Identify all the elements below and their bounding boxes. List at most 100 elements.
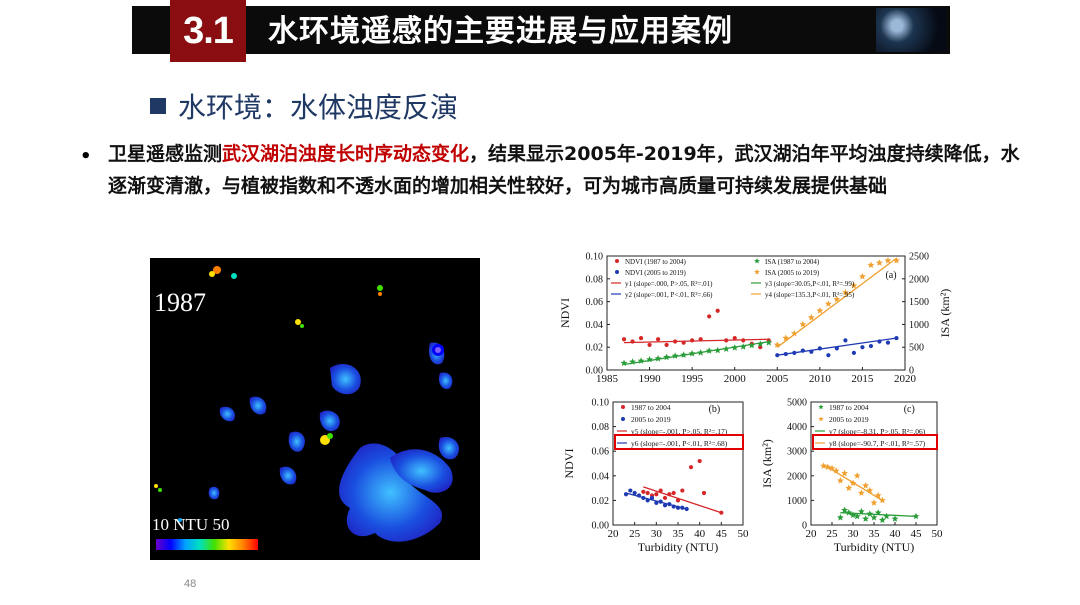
data-point bbox=[817, 346, 822, 351]
y-tick-label: 0.04 bbox=[586, 320, 604, 331]
y-axis-label: ISA (km²) bbox=[760, 439, 774, 488]
data-point bbox=[849, 479, 857, 487]
x-tick-label: 1995 bbox=[681, 373, 704, 385]
square-bullet-icon bbox=[150, 98, 166, 114]
data-point bbox=[884, 257, 892, 264]
data-point bbox=[663, 353, 670, 361]
data-point bbox=[765, 339, 773, 346]
legend-entry: ISA (1987 to 2004) bbox=[765, 258, 820, 266]
data-point bbox=[680, 351, 688, 358]
data-point bbox=[912, 512, 920, 520]
y-tick-label: 1000 bbox=[787, 496, 807, 507]
highlight-box bbox=[614, 434, 744, 450]
data-point bbox=[824, 463, 832, 471]
data-point bbox=[645, 498, 650, 503]
y-tick-label: 2000 bbox=[787, 471, 807, 482]
legend-entry: y3 (slope=30.05,P<.01, R²=.99) bbox=[765, 280, 855, 288]
x-tick-label: 40 bbox=[890, 528, 902, 540]
charts-panel: 1985 1990 1995 2000 2005 2010 2015 2020 0.00 0.02… bbox=[555, 244, 975, 568]
legend-entry: 1987 to 2004 bbox=[829, 403, 869, 412]
legend-swatch bbox=[818, 404, 824, 410]
data-point bbox=[858, 507, 865, 515]
data-point bbox=[826, 353, 831, 358]
data-point bbox=[654, 500, 659, 505]
y-tick-label: 0.06 bbox=[592, 447, 610, 458]
y2-tick-label: 0 bbox=[909, 366, 914, 377]
y-tick-label: 0 bbox=[802, 521, 807, 532]
satellite-image bbox=[876, 8, 946, 52]
data-point bbox=[773, 341, 781, 348]
data-point bbox=[646, 355, 653, 363]
x-axis-label: Turbidity (NTU) bbox=[834, 540, 915, 554]
legend-entry: 2005 to 2019 bbox=[631, 415, 671, 424]
data-point bbox=[783, 351, 788, 357]
panel-label: (a) bbox=[885, 270, 896, 281]
fit-line-y3 bbox=[623, 341, 769, 366]
data-point bbox=[862, 515, 869, 522]
legend-entry: y2 (slope=.001, P<.01, R²=.66) bbox=[625, 291, 713, 299]
x-tick-label: 2000 bbox=[724, 373, 747, 385]
x-tick-label: 25 bbox=[629, 528, 641, 540]
data-point bbox=[632, 490, 637, 496]
data-point bbox=[654, 492, 659, 497]
map-colorbar bbox=[156, 539, 258, 550]
x-tick-label: 30 bbox=[651, 528, 663, 540]
x-tick-label: 1985 bbox=[596, 373, 619, 385]
data-point bbox=[866, 487, 874, 494]
data-point bbox=[675, 498, 681, 503]
bullet-marker: • bbox=[80, 146, 92, 167]
x-tick-label: 2010 bbox=[809, 373, 832, 385]
data-point bbox=[641, 495, 646, 501]
y2-axis-label: ISA (km²) bbox=[938, 289, 952, 338]
x-tick-label: 35 bbox=[673, 528, 685, 540]
x-tick-label: 20 bbox=[806, 528, 818, 540]
legend-entry: 1987 to 2004 bbox=[631, 403, 671, 412]
x-tick-label: 1990 bbox=[639, 373, 662, 385]
map-year-label: 1987 bbox=[154, 288, 206, 317]
data-point bbox=[623, 492, 629, 497]
data-point bbox=[701, 490, 707, 496]
data-point bbox=[870, 499, 878, 506]
data-point bbox=[658, 499, 663, 504]
subtitle: 水环境：水体浊度反演 bbox=[150, 88, 458, 124]
data-point bbox=[741, 338, 746, 343]
data-point bbox=[671, 504, 676, 509]
data-point bbox=[874, 509, 882, 516]
plot-frame bbox=[606, 255, 906, 371]
data-point bbox=[620, 359, 628, 367]
data-point bbox=[667, 492, 672, 497]
data-point bbox=[782, 334, 790, 341]
data-point bbox=[667, 501, 672, 507]
data-point bbox=[833, 295, 841, 303]
data-point bbox=[707, 314, 712, 319]
y2-tick-label: 1000 bbox=[909, 320, 929, 331]
y-tick-label: 0.04 bbox=[592, 471, 610, 482]
data-point bbox=[845, 484, 853, 491]
x-tick-label: 2015 bbox=[851, 373, 874, 385]
data-point bbox=[732, 335, 737, 341]
data-point bbox=[879, 516, 886, 523]
data-point bbox=[893, 257, 900, 264]
y-tick-label: 0.10 bbox=[592, 398, 610, 409]
legend-entry: NDVI (2005 to 2019) bbox=[625, 269, 687, 277]
legend-entry: y6 (slope=-.001, P<.01, R²=.68) bbox=[631, 439, 728, 448]
data-point bbox=[874, 491, 882, 499]
x-tick-label: 2005 bbox=[766, 373, 789, 385]
header-bar bbox=[132, 6, 950, 54]
data-point bbox=[621, 337, 627, 342]
turbidity-map: 1987 10 NTU 50 bbox=[150, 258, 480, 560]
legend-swatch bbox=[621, 405, 625, 409]
x-tick-label: 30 bbox=[848, 528, 860, 540]
x-axis-label: Turbidity (NTU) bbox=[638, 540, 719, 554]
data-point bbox=[697, 458, 702, 464]
data-point bbox=[834, 346, 839, 351]
fit-line-y1 bbox=[624, 338, 769, 344]
x-tick-label: 25 bbox=[827, 528, 839, 540]
data-point bbox=[690, 338, 695, 343]
data-point bbox=[671, 352, 679, 359]
legend-swatch bbox=[754, 258, 760, 264]
data-point bbox=[662, 503, 668, 508]
panel-label: (c) bbox=[904, 404, 915, 415]
data-point bbox=[824, 300, 832, 307]
data-point bbox=[859, 272, 866, 280]
